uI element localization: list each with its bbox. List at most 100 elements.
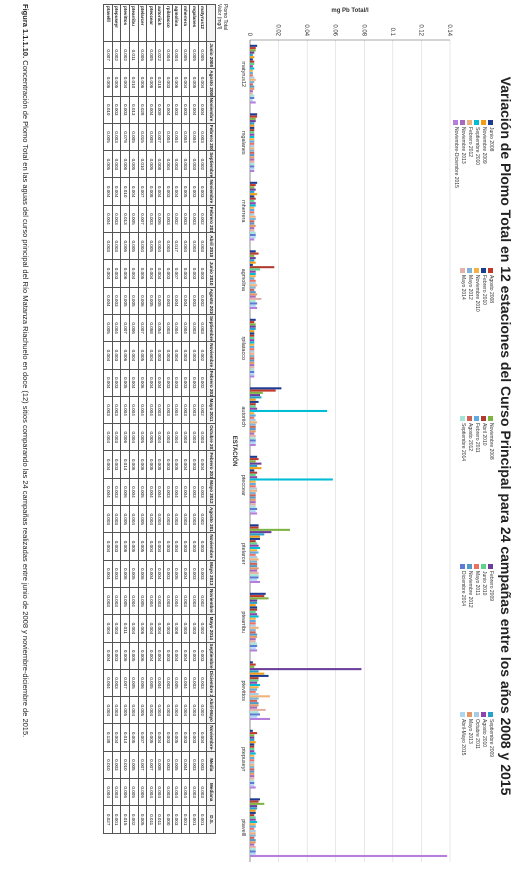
bar <box>250 443 256 447</box>
bar <box>249 336 255 339</box>
bar <box>250 202 256 205</box>
bar <box>249 169 255 173</box>
table-row-label: ptearribu <box>129 4 139 42</box>
table-cell: 0.004 <box>146 696 156 724</box>
bar <box>249 688 258 691</box>
table-header-cell: Noviembre-Diciembre 2015 <box>206 723 216 752</box>
bar <box>249 44 258 47</box>
bar <box>249 277 255 280</box>
table-header-cell: Septiembre 2014 <box>206 642 216 670</box>
table-cell: 0.006 <box>138 68 147 97</box>
bar <box>249 158 255 161</box>
table-cell: 0.013 <box>129 96 139 124</box>
bar <box>250 854 448 858</box>
table-cell: 0.003 <box>189 587 199 615</box>
bar <box>250 282 256 285</box>
table-cell: 0.003 <box>189 369 199 397</box>
table-cell: 0.006 <box>146 68 156 97</box>
bar <box>249 471 258 474</box>
bar <box>249 549 258 552</box>
table-cell: 0.003 <box>112 341 121 370</box>
table-cell: 0.054 <box>155 314 164 342</box>
table-cell: 0.003 <box>198 642 207 670</box>
bar <box>250 537 260 540</box>
table-cell: 0.003 <box>172 369 182 397</box>
bar <box>249 254 255 257</box>
table-cell: 0.003 <box>181 259 190 288</box>
table-cell: 0.003 <box>181 532 190 561</box>
bar <box>250 528 290 531</box>
table-cell: 0.003 <box>112 642 121 670</box>
bar <box>249 649 258 652</box>
table-cell: 0.004 <box>172 314 182 342</box>
table-cell: 0.006 <box>138 450 147 479</box>
bar <box>250 752 256 755</box>
table-cell: 0.005 <box>129 150 139 178</box>
table-cell: 0.003 <box>103 232 113 260</box>
bar <box>250 624 256 627</box>
y-tick-label: 0.1 <box>389 28 395 37</box>
table-cell: 0.004 <box>103 560 113 588</box>
bar <box>249 62 255 65</box>
table-cell: 0.006 <box>120 259 130 288</box>
y-tick-label: 0 <box>246 33 252 37</box>
table-header-cell: Febrero 2011 <box>206 369 216 397</box>
data-table-section: Plomo Total Valor (mg/l) Junio 2008 Agost… <box>103 4 228 834</box>
bar <box>250 478 333 481</box>
bar <box>249 284 258 287</box>
bar <box>250 398 256 401</box>
bar <box>250 852 256 855</box>
table-cell: 0.008 <box>155 150 164 178</box>
bar <box>249 745 255 748</box>
table-cell: 0.002 <box>198 205 207 233</box>
bar <box>249 373 255 376</box>
bar <box>250 526 259 529</box>
y-tick-label: 0.06 <box>332 24 338 36</box>
caption-label: Figura 1.1.1.10. <box>21 4 30 59</box>
table-cell: 0.004 <box>146 560 156 588</box>
bar <box>250 505 256 508</box>
table-cell: 0.006 <box>120 232 130 260</box>
bar <box>249 507 258 510</box>
table-cell: 0.006 <box>120 150 130 178</box>
table-cell: 0.005 <box>129 232 139 260</box>
bar <box>249 375 255 378</box>
table-cell: 0.006 <box>120 778 130 806</box>
bar <box>250 400 259 403</box>
table-cell: 0.003 <box>189 532 199 561</box>
bar <box>250 47 256 50</box>
table-cell: 0.005 <box>172 751 182 779</box>
bar <box>250 496 256 499</box>
table-cell: 0.004 <box>163 96 173 124</box>
table-cell: 0.004 <box>103 341 113 370</box>
table-cell: 0.000 <box>163 805 173 834</box>
bar <box>250 580 260 584</box>
table-cell: 0.005 <box>146 150 156 178</box>
bar <box>249 229 255 232</box>
bar <box>249 467 262 470</box>
bar <box>250 717 270 721</box>
bar <box>250 250 256 253</box>
table-cell: 0.028 <box>138 96 147 124</box>
table-cell: 0.004 <box>172 341 182 370</box>
table-cell: 0.004 <box>129 587 139 615</box>
bar <box>250 291 256 294</box>
bar <box>249 140 255 143</box>
y-tick-label: 0.08 <box>360 24 366 36</box>
table-cell: 0.003 <box>181 205 190 233</box>
y-tick-label: 0.02 <box>275 24 281 36</box>
bar <box>250 101 256 104</box>
table-row-label: ptevittos <box>120 4 130 42</box>
bar <box>250 218 256 221</box>
table-cell: 0.004 <box>155 532 164 561</box>
table-cell: 0.004 <box>172 396 182 424</box>
bar <box>249 389 276 392</box>
bar <box>250 437 256 440</box>
table-cell: 0.003 <box>198 423 207 451</box>
bar <box>250 304 256 307</box>
table-cell: 0.003 <box>181 369 190 397</box>
table-cell: 0.003 <box>198 123 207 151</box>
table-cell: 0.004 <box>155 778 164 806</box>
table-cell: 0.007 <box>138 314 147 342</box>
table-row-label: ptelarcer <box>138 4 147 42</box>
